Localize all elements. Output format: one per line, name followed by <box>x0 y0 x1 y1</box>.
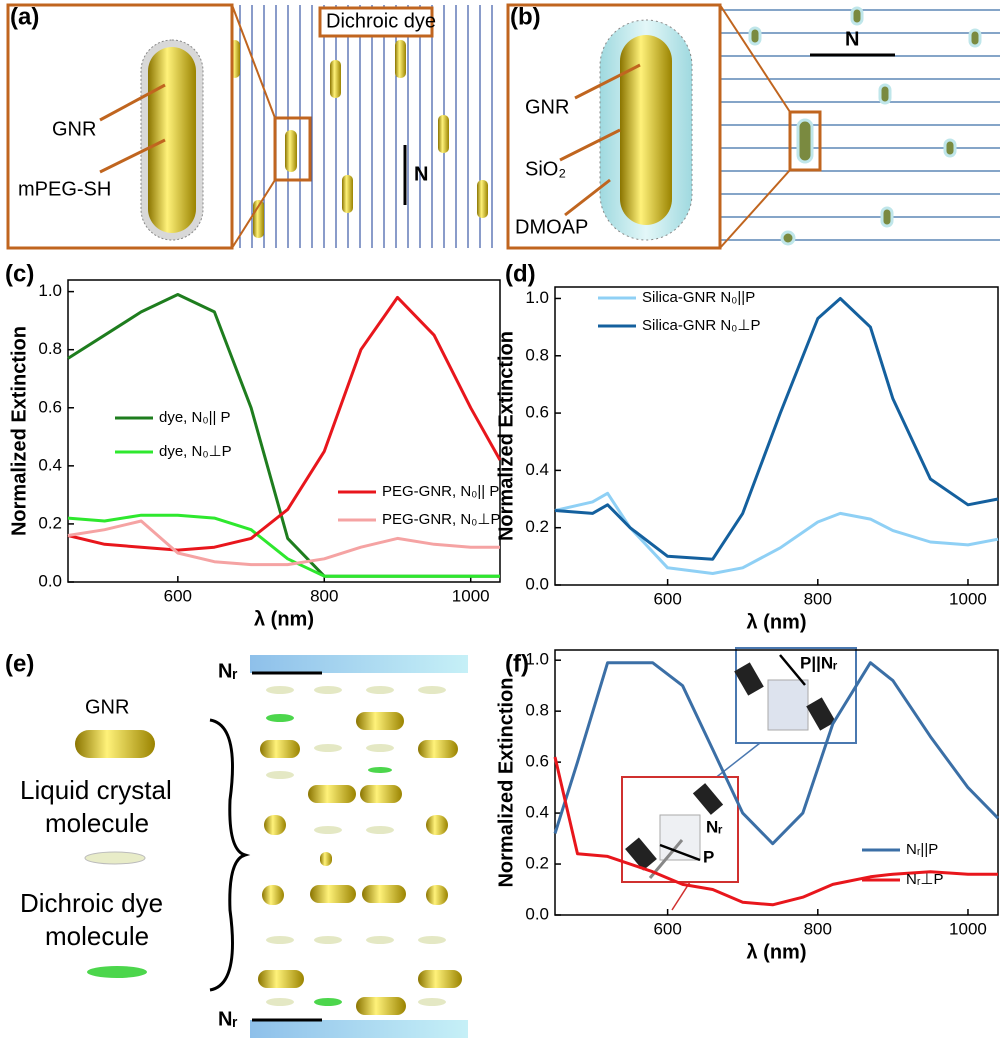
annotation: Dichroic dye <box>326 10 436 32</box>
legend-label: PEG-GNR, N₀⊥P <box>382 511 500 528</box>
x-axis-title: λ (nm) <box>254 608 314 630</box>
annotation: Dichroic dye <box>20 888 163 918</box>
plot-frame <box>68 280 500 582</box>
annotation: P||Nᵣ <box>800 653 837 672</box>
panel-f-insets: P||Nᵣ Nᵣ P <box>622 648 856 910</box>
annotation: GNR <box>85 696 129 718</box>
small-rods <box>230 40 488 238</box>
y-tick-label: 0.8 <box>525 345 549 364</box>
lc-array <box>266 686 446 1006</box>
y-tick-label: 0.4 <box>38 455 62 474</box>
y-tick-label: 0.0 <box>525 904 549 923</box>
x-tick-label: 1000 <box>949 589 987 608</box>
y-tick-label: 0.2 <box>38 513 62 532</box>
y-tick-label: 0.2 <box>525 854 549 873</box>
y-axis-title: Normalized Extinction <box>8 326 30 536</box>
substrate <box>250 655 468 673</box>
brace <box>210 720 245 990</box>
gnr-icon <box>75 730 155 758</box>
zoom-line <box>232 180 275 248</box>
gnr-rod <box>620 35 672 225</box>
y-tick-label: 0.8 <box>525 701 549 720</box>
figure: (a) GNR mPEG-SH Dichroic dye N (b) GNR <box>0 0 1002 1040</box>
annotation: GNR <box>52 118 96 140</box>
panel-label: (c) <box>5 260 34 287</box>
panel-label: (a) <box>10 3 39 30</box>
y-axis-title: Normalized Extinction <box>495 677 517 887</box>
annotation: mPEG-SH <box>18 178 111 200</box>
y-tick-label: 0.6 <box>525 752 549 771</box>
y-tick-label: 1.0 <box>38 281 62 300</box>
x-axis-title: λ (nm) <box>747 941 807 963</box>
annotation: P <box>703 847 714 866</box>
panel-label: (e) <box>5 650 34 677</box>
y-tick-label: 0.2 <box>525 517 549 536</box>
gnr-rod <box>148 47 196 233</box>
y-tick-label: 1.0 <box>525 650 549 669</box>
zoom-line <box>720 5 790 112</box>
x-tick-label: 800 <box>310 586 338 605</box>
x-tick-label: 800 <box>804 589 832 608</box>
annotation: Nᵣ <box>706 817 723 836</box>
panel-label: (b) <box>510 3 541 30</box>
lc-lines <box>720 10 1000 240</box>
legend-label: Nᵣ||P <box>906 841 938 858</box>
legend-label: dye, N₀|| P <box>159 409 231 426</box>
y-tick-label: 0.6 <box>525 403 549 422</box>
gnr-array <box>258 712 462 1015</box>
series-line <box>555 493 998 573</box>
annotation: DMOAP <box>515 216 588 238</box>
dye-icon <box>87 966 147 978</box>
x-tick-label: 1000 <box>949 919 987 938</box>
x-axis-title: λ (nm) <box>747 611 807 633</box>
y-tick-label: 0.8 <box>38 339 62 358</box>
small-rods <box>750 8 980 244</box>
annotation: SiO₂ <box>525 158 566 180</box>
annotation: Nᵣ <box>218 1008 237 1030</box>
annotation: GNR <box>525 96 569 118</box>
legend-label: Silica-GNR N₀||P <box>642 289 755 306</box>
annotation: molecule <box>45 921 149 951</box>
y-tick-label: 1.0 <box>525 288 549 307</box>
y-tick-label: 0.0 <box>38 571 62 590</box>
x-tick-label: 600 <box>653 589 681 608</box>
annotation: molecule <box>45 808 149 838</box>
series-line <box>555 299 998 560</box>
plot-frame <box>555 287 998 585</box>
annotation: Nᵣ <box>218 660 237 682</box>
panel-b: (b) GNR SiO₂ DMOAP N <box>508 3 1000 248</box>
annotation: N <box>414 163 428 185</box>
y-tick-label: 0.0 <box>525 574 549 593</box>
substrate <box>250 1020 468 1038</box>
legend-label: dye, N₀⊥P <box>159 443 232 460</box>
x-tick-label: 600 <box>164 586 192 605</box>
annotation: N <box>845 28 859 50</box>
cell <box>768 680 808 730</box>
annotation: Liquid crystal <box>20 775 172 805</box>
y-axis-title: Normalized Extinction <box>495 331 517 541</box>
legend-label: Nᵣ⊥P <box>906 871 944 888</box>
panel-e: GNR Liquid crystal molecule Dichroic dye… <box>20 655 468 1038</box>
x-tick-label: 800 <box>804 919 832 938</box>
lc-icon <box>85 852 145 864</box>
y-tick-label: 0.4 <box>525 803 549 822</box>
panel-a: (a) GNR mPEG-SH Dichroic dye N <box>8 3 492 248</box>
chart: 0.0 0.2 0.4 0.6 0.8 1.0 600 800 1000 λ (nm) Normal… <box>495 287 998 633</box>
chart: 0.0 0.2 0.4 0.6 0.8 1.0 600 800 1000 λ (nm) Normal… <box>8 280 500 630</box>
lc-lines <box>240 5 492 248</box>
x-tick-label: 600 <box>653 919 681 938</box>
x-tick-label: 1000 <box>452 586 490 605</box>
y-tick-label: 0.4 <box>525 460 549 479</box>
legend-label: Silica-GNR N₀⊥P <box>642 317 760 334</box>
zoom-line <box>720 170 790 248</box>
y-tick-label: 0.6 <box>38 397 62 416</box>
panel-label: (d) <box>505 260 536 287</box>
legend-label: PEG-GNR, N₀|| P <box>382 483 499 500</box>
